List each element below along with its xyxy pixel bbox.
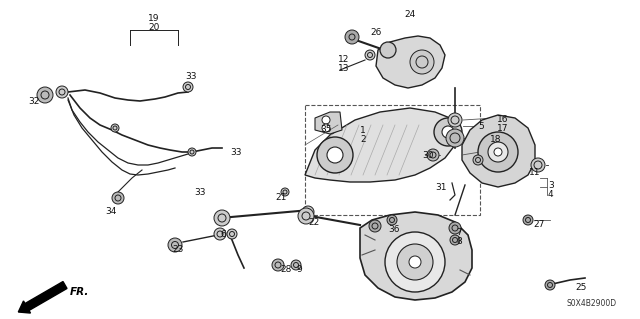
Circle shape [322, 124, 330, 132]
Circle shape [302, 206, 314, 218]
Circle shape [494, 148, 502, 156]
Text: 32: 32 [28, 97, 40, 106]
Circle shape [397, 244, 433, 280]
Text: 34: 34 [105, 207, 116, 216]
Text: 11: 11 [529, 168, 541, 177]
Text: 23: 23 [172, 245, 184, 254]
Circle shape [449, 222, 461, 234]
Polygon shape [360, 212, 472, 300]
Circle shape [523, 215, 533, 225]
Circle shape [488, 142, 508, 162]
Circle shape [450, 235, 460, 245]
Text: 8: 8 [456, 237, 461, 246]
Text: 33: 33 [194, 188, 205, 197]
Circle shape [442, 126, 454, 138]
Polygon shape [376, 36, 445, 88]
Circle shape [168, 238, 182, 252]
Circle shape [434, 118, 462, 146]
Text: 17: 17 [497, 124, 509, 133]
Circle shape [322, 116, 330, 124]
Text: 1: 1 [360, 126, 365, 135]
Polygon shape [462, 115, 535, 187]
Circle shape [427, 149, 439, 161]
Circle shape [478, 132, 518, 172]
Circle shape [272, 259, 284, 271]
Polygon shape [305, 108, 460, 182]
Text: 22: 22 [308, 218, 319, 227]
Circle shape [327, 147, 343, 163]
Circle shape [112, 192, 124, 204]
Text: 25: 25 [575, 283, 586, 292]
Circle shape [188, 148, 196, 156]
Text: 27: 27 [533, 220, 545, 229]
Text: 30: 30 [422, 151, 433, 160]
Text: 19: 19 [148, 14, 159, 23]
Text: 21: 21 [275, 193, 286, 202]
Circle shape [385, 232, 445, 292]
Text: 7: 7 [456, 228, 461, 237]
Circle shape [545, 280, 555, 290]
Circle shape [56, 86, 68, 98]
Circle shape [317, 137, 353, 173]
Text: 9: 9 [296, 265, 301, 274]
Text: 12: 12 [338, 55, 349, 64]
Circle shape [410, 50, 434, 74]
Circle shape [183, 82, 193, 92]
Text: 35: 35 [320, 125, 332, 134]
Circle shape [214, 228, 226, 240]
Text: 33: 33 [185, 72, 196, 81]
Circle shape [227, 229, 237, 239]
Circle shape [214, 210, 230, 226]
Text: 5: 5 [478, 122, 484, 131]
Circle shape [111, 124, 119, 132]
Circle shape [473, 155, 483, 165]
Text: S0X4B2900D: S0X4B2900D [567, 299, 617, 308]
Circle shape [446, 129, 464, 147]
Polygon shape [315, 112, 342, 134]
Text: 31: 31 [435, 183, 447, 192]
Circle shape [345, 30, 359, 44]
Text: FR.: FR. [70, 287, 90, 297]
Circle shape [281, 188, 289, 196]
Circle shape [387, 215, 397, 225]
Text: 13: 13 [338, 64, 349, 73]
Text: 24: 24 [404, 10, 415, 19]
Circle shape [365, 50, 375, 60]
Text: 3: 3 [548, 181, 554, 190]
Text: 2: 2 [360, 135, 365, 144]
Bar [305, 105, 480, 215]
Circle shape [448, 113, 462, 127]
Circle shape [531, 158, 545, 172]
Text: 33: 33 [230, 148, 241, 157]
Circle shape [409, 256, 421, 268]
Text: 20: 20 [148, 23, 159, 32]
Circle shape [37, 87, 53, 103]
FancyArrow shape [19, 282, 67, 313]
Circle shape [298, 208, 314, 224]
Circle shape [291, 260, 301, 270]
Text: 16: 16 [497, 115, 509, 124]
Text: 6: 6 [220, 230, 226, 239]
Text: 28: 28 [280, 265, 291, 274]
Circle shape [369, 220, 381, 232]
Text: 26: 26 [370, 28, 381, 37]
Text: 36: 36 [388, 225, 399, 234]
Circle shape [380, 42, 396, 58]
Text: 4: 4 [548, 190, 554, 199]
Text: 18: 18 [490, 135, 502, 144]
